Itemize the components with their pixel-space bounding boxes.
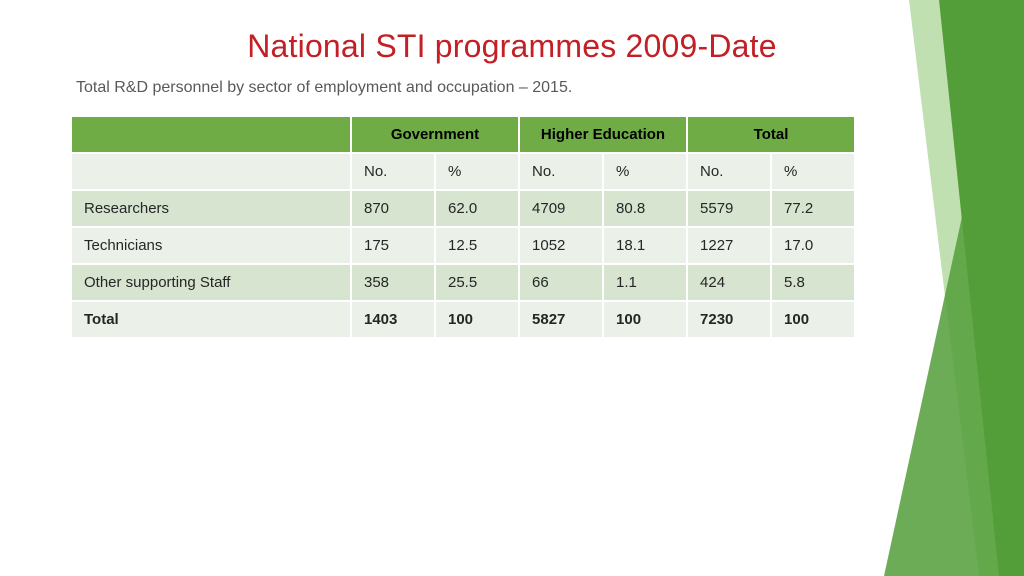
cell: 100 bbox=[435, 301, 519, 338]
row-label: Total bbox=[71, 301, 351, 338]
table-total-row: Total 1403 100 5827 100 7230 100 bbox=[71, 301, 855, 338]
subheader-cell: % bbox=[603, 153, 687, 190]
header-total: Total bbox=[687, 116, 855, 153]
cell: 1052 bbox=[519, 227, 603, 264]
cell: 358 bbox=[351, 264, 435, 301]
subheader-cell: No. bbox=[687, 153, 771, 190]
cell: 1227 bbox=[687, 227, 771, 264]
subheader-cell: % bbox=[771, 153, 855, 190]
cell: 7230 bbox=[687, 301, 771, 338]
cell: 80.8 bbox=[603, 190, 687, 227]
header-government: Government bbox=[351, 116, 519, 153]
cell: 1403 bbox=[351, 301, 435, 338]
cell: 1.1 bbox=[603, 264, 687, 301]
slide-title: National STI programmes 2009-Date bbox=[70, 28, 954, 65]
cell: 100 bbox=[771, 301, 855, 338]
slide-subtitle: Total R&D personnel by sector of employm… bbox=[76, 79, 954, 97]
personnel-table: Government Higher Education Total No. % … bbox=[70, 115, 856, 339]
cell: 4709 bbox=[519, 190, 603, 227]
row-label: Other supporting Staff bbox=[71, 264, 351, 301]
cell: 77.2 bbox=[771, 190, 855, 227]
subheader-cell: No. bbox=[519, 153, 603, 190]
slide-content: National STI programmes 2009-Date Total … bbox=[0, 0, 1024, 339]
header-higher-ed: Higher Education bbox=[519, 116, 687, 153]
row-label: Technicians bbox=[71, 227, 351, 264]
table-row: Technicians 175 12.5 1052 18.1 1227 17.0 bbox=[71, 227, 855, 264]
cell: 424 bbox=[687, 264, 771, 301]
table-header-groups: Government Higher Education Total bbox=[71, 116, 855, 153]
table-row: Researchers 870 62.0 4709 80.8 5579 77.2 bbox=[71, 190, 855, 227]
row-label: Researchers bbox=[71, 190, 351, 227]
cell: 62.0 bbox=[435, 190, 519, 227]
cell: 5579 bbox=[687, 190, 771, 227]
subheader-blank bbox=[71, 153, 351, 190]
subheader-cell: % bbox=[435, 153, 519, 190]
cell: 5.8 bbox=[771, 264, 855, 301]
header-blank bbox=[71, 116, 351, 153]
cell: 100 bbox=[603, 301, 687, 338]
subheader-cell: No. bbox=[351, 153, 435, 190]
table-header-sub: No. % No. % No. % bbox=[71, 153, 855, 190]
cell: 175 bbox=[351, 227, 435, 264]
cell: 17.0 bbox=[771, 227, 855, 264]
cell: 5827 bbox=[519, 301, 603, 338]
table-row: Other supporting Staff 358 25.5 66 1.1 4… bbox=[71, 264, 855, 301]
cell: 25.5 bbox=[435, 264, 519, 301]
cell: 18.1 bbox=[603, 227, 687, 264]
cell: 66 bbox=[519, 264, 603, 301]
cell: 12.5 bbox=[435, 227, 519, 264]
cell: 870 bbox=[351, 190, 435, 227]
